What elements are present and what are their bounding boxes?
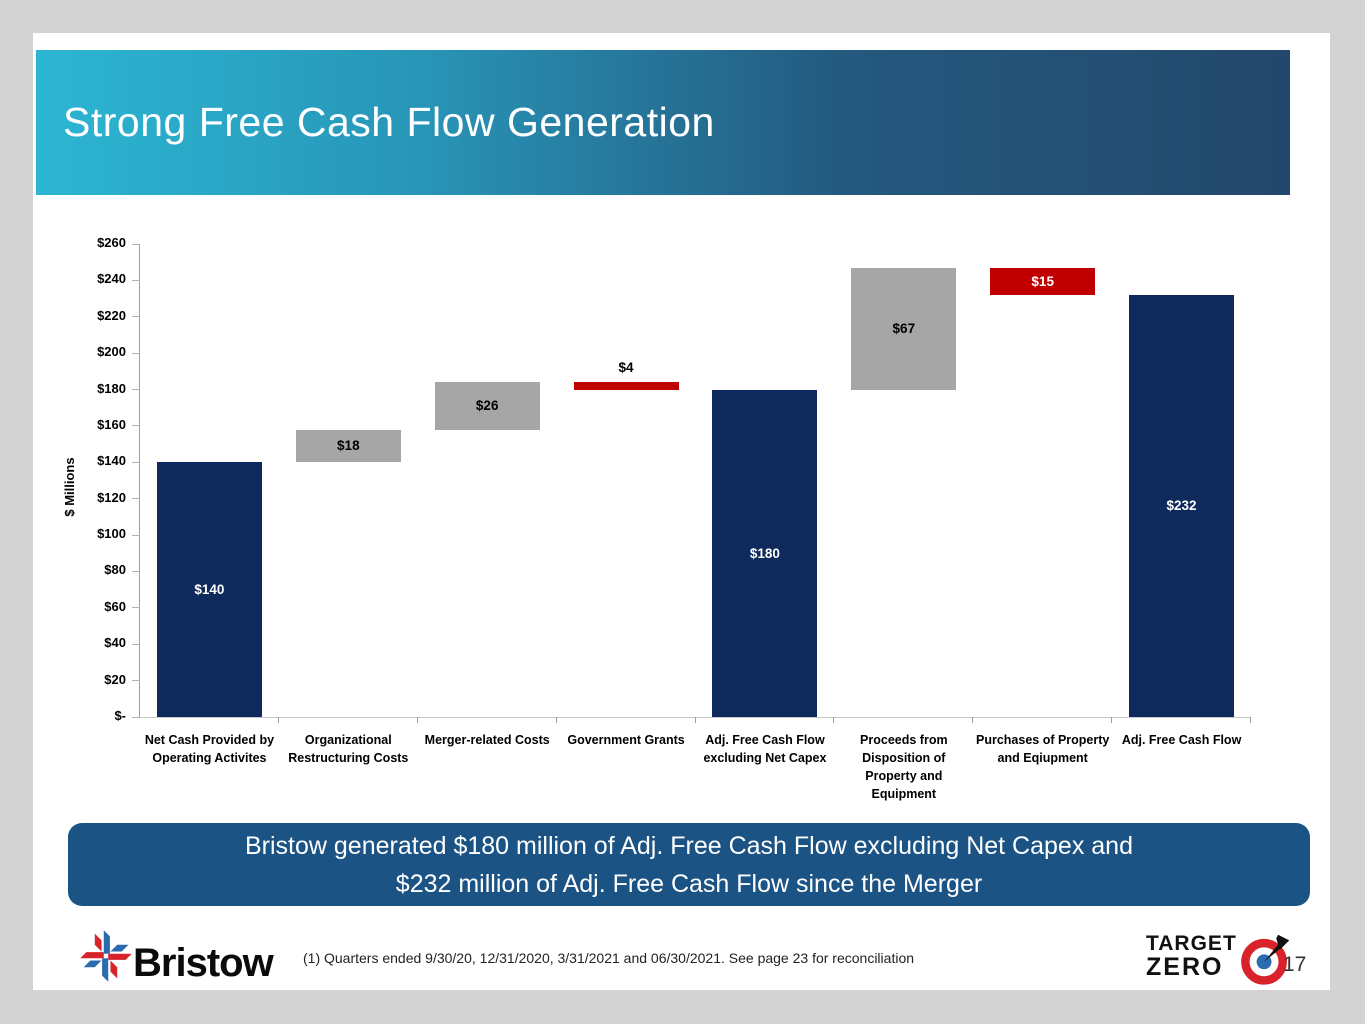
y-tick-label: $- <box>114 708 126 723</box>
bar-value-label: $18 <box>337 438 360 454</box>
y-axis-tick <box>132 498 140 500</box>
x-category-label: Merger-related Costs <box>424 733 550 747</box>
x-axis-tick <box>416 717 418 723</box>
x-axis-tick <box>972 717 974 723</box>
y-axis-tick <box>132 425 140 427</box>
bar-value-label: $15 <box>1031 273 1054 289</box>
y-axis-tick <box>132 279 140 281</box>
x-category-label: Purchases of Property and Eqiupment <box>975 733 1110 766</box>
footnote: (1) Quarters ended 9/30/20, 12/31/2020, … <box>303 950 915 966</box>
x-category-label: Adj. Free Cash Flow excluding Net Capex <box>703 733 827 766</box>
waterfall-chart-plot-area: $- $20 $40 $60 $80 $100 $120 $140 $160 $180 $200 $2… <box>97 235 1251 801</box>
target-zero-word-target: TARGET <box>1146 932 1237 955</box>
x-category-label: Government Grants <box>567 733 685 747</box>
y-axis-tick <box>132 534 140 536</box>
slide: Strong Free Cash Flow Generation $ Milli… <box>33 33 1330 990</box>
bar-value-label: $140 <box>194 582 225 598</box>
y-tick-label: $180 <box>97 380 126 396</box>
y-tick-label: $100 <box>97 526 126 542</box>
waterfall-bar: $232 <box>1129 294 1235 717</box>
page-number: 17 <box>1283 953 1307 976</box>
waterfall-bar: $180 <box>712 389 818 717</box>
y-tick-label: $240 <box>97 271 126 287</box>
bar-value-label: $4 <box>618 360 634 376</box>
y-tick-label: $80 <box>104 562 126 578</box>
bar-value-label: $180 <box>749 545 780 561</box>
target-zero-logo: TARGET ZERO <box>1141 931 1301 991</box>
title-banner: Strong Free Cash Flow Generation <box>36 50 1290 195</box>
y-axis-tick <box>132 243 140 245</box>
bullseye-icon <box>1241 934 1290 985</box>
y-tick-label: $160 <box>97 416 126 432</box>
y-axis-tick <box>132 716 140 718</box>
waterfall-bar: $140 <box>156 462 262 717</box>
bar-value-label: $26 <box>475 398 499 414</box>
y-axis-tick <box>132 352 140 354</box>
callout-box: Bristow generated $180 million of Adj. F… <box>68 823 1310 906</box>
x-axis-tick <box>1111 717 1113 723</box>
y-tick-label: $140 <box>97 453 126 469</box>
x-axis-tick <box>277 717 279 723</box>
y-tick-label: $120 <box>97 489 126 505</box>
bristow-wordmark: Bristow <box>133 941 274 985</box>
y-tick-label: $200 <box>97 344 126 360</box>
x-axis-tick <box>1250 717 1251 723</box>
waterfall-bar <box>573 382 679 390</box>
y-axis-tick <box>132 607 140 609</box>
y-axis-tick <box>132 680 140 682</box>
x-axis-tick <box>694 717 696 723</box>
y-tick-label: $60 <box>104 598 126 614</box>
waterfall-bar: $18 <box>295 429 401 463</box>
x-category-label: Proceeds from Disposition of Property and E… <box>860 733 948 802</box>
page-title: Strong Free Cash Flow Generation <box>63 99 715 145</box>
callout-text-line1: Bristow generated $180 million of Adj. F… <box>245 832 1133 860</box>
y-axis-tick <box>132 570 140 572</box>
target-zero-text: TARGET ZERO <box>1146 933 1237 980</box>
y-axis-tick <box>132 643 140 645</box>
x-category-label: Net Cash Provided by Operating Activites <box>144 733 275 766</box>
y-tick-label: $40 <box>104 635 126 651</box>
y-axis-tick <box>132 389 140 391</box>
x-category-label: Organizational Restructuring Costs <box>288 733 409 766</box>
y-tick-label: $20 <box>104 671 126 687</box>
x-axis-tick <box>555 717 557 723</box>
x-axis-tick <box>833 717 835 723</box>
y-tick-label: $220 <box>97 307 126 323</box>
waterfall-bar: $15 <box>990 267 1096 295</box>
waterfall-bar: $26 <box>434 382 540 430</box>
bar-value-label: $232 <box>1166 498 1197 514</box>
callout-text-line2: $232 million of Adj. Free Cash Flow sinc… <box>395 870 983 898</box>
x-category-label: Adj. Free Cash Flow <box>1121 733 1242 747</box>
target-zero-word-zero: ZERO <box>1146 953 1224 981</box>
y-axis-tick <box>132 316 140 318</box>
bristow-pinwheel-icon <box>80 930 132 982</box>
bar-value-label: $67 <box>892 321 916 337</box>
waterfall-bar: $67 <box>851 267 957 390</box>
y-axis-tick <box>132 461 140 463</box>
y-tick-label: $260 <box>97 235 126 250</box>
